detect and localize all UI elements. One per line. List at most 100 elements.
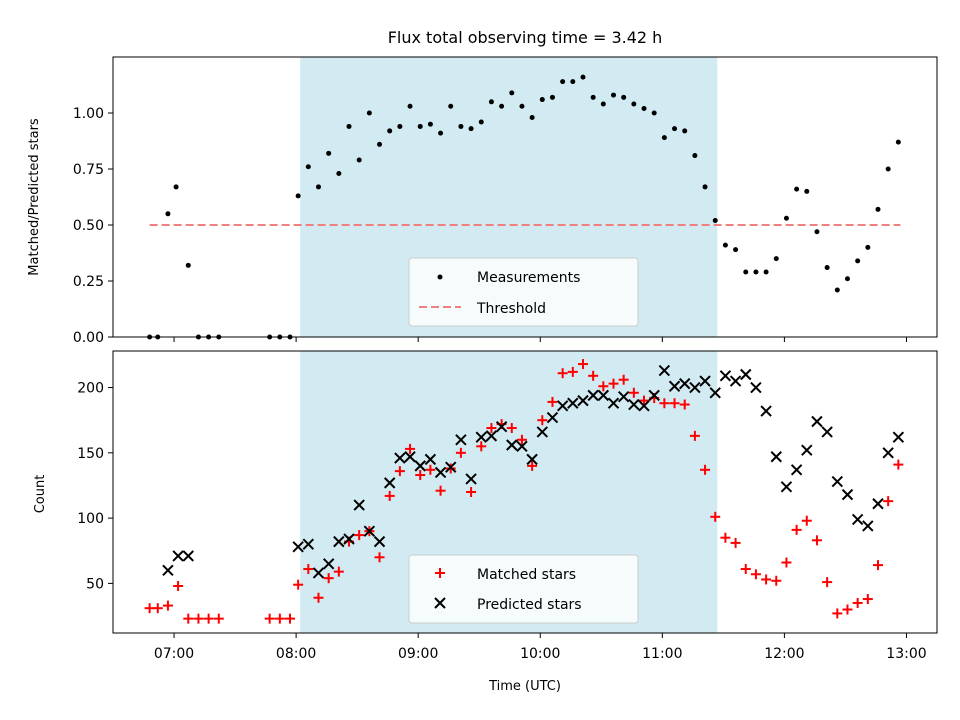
measurement-point xyxy=(794,186,800,192)
predicted-star-point xyxy=(322,558,335,570)
predicted-star-point xyxy=(526,453,538,466)
measurement-point xyxy=(814,229,820,235)
matched-stars-points xyxy=(144,359,904,624)
predicted-star-point xyxy=(434,466,447,479)
matched-star-point xyxy=(608,378,619,389)
legend-predicted-label: Predicted stars xyxy=(477,597,582,613)
measurement-point xyxy=(672,126,678,132)
matched-star-point xyxy=(285,613,296,624)
measurement-point xyxy=(895,139,901,145)
legend-measurements-marker xyxy=(437,274,443,280)
predicted-star-point xyxy=(162,564,174,577)
bottom-axes-frame xyxy=(112,350,938,634)
measurement-point xyxy=(834,287,840,293)
matched-star-point xyxy=(466,487,477,497)
matched-star-point xyxy=(842,604,853,615)
matched-star-point xyxy=(537,415,548,426)
predicted-star-point xyxy=(801,444,813,456)
matched-star-point xyxy=(872,560,883,571)
matched-star-point xyxy=(618,374,629,385)
measurement-point xyxy=(519,103,525,109)
matched-star-point xyxy=(486,423,497,434)
predicted-star-point xyxy=(597,389,610,402)
predicted-star-point xyxy=(882,447,894,459)
predicted-star-point xyxy=(172,550,184,562)
predicted-star-point xyxy=(872,498,884,510)
x-tick-label: 13:00 xyxy=(886,646,926,662)
measurement-point xyxy=(621,94,627,100)
measurement-point xyxy=(488,99,494,105)
predicted-star-point xyxy=(536,426,549,438)
measurement-point xyxy=(773,256,779,262)
predicted-star-point xyxy=(424,453,437,466)
matched-star-point xyxy=(313,592,324,603)
matched-star-point xyxy=(588,370,599,381)
matched-star-point xyxy=(293,579,304,590)
top-panel: Flux total observing time = 3.42 h 0.000… xyxy=(27,28,938,346)
measurement-point xyxy=(651,110,657,116)
measurement-point xyxy=(763,269,769,275)
matched-star-point xyxy=(333,566,344,577)
measurement-point xyxy=(590,94,596,100)
matched-star-point xyxy=(750,569,761,580)
top-y-tick-label: 0.25 xyxy=(73,274,104,290)
top-y-tick-label: 1.00 xyxy=(73,106,104,122)
matched-star-point xyxy=(730,537,741,548)
predicted-star-point xyxy=(373,535,386,548)
matched-star-point xyxy=(577,359,588,370)
legend-measurements-label: Measurements xyxy=(477,270,580,286)
predicted-star-point xyxy=(658,364,671,377)
matched-star-point xyxy=(405,443,416,454)
matched-star-point xyxy=(476,441,487,452)
measurement-point xyxy=(366,110,372,116)
measurement-point xyxy=(509,90,515,96)
matched-star-point xyxy=(679,399,690,410)
top-axes-frame xyxy=(112,56,938,338)
measurement-point xyxy=(875,206,881,212)
predicted-star-point xyxy=(790,464,803,476)
measurement-point xyxy=(611,92,617,98)
measurement-point xyxy=(539,97,545,103)
matched-star-point xyxy=(394,466,405,477)
matched-star-point xyxy=(771,575,782,586)
predicted-star-point xyxy=(729,375,742,387)
predicted-star-point xyxy=(383,477,396,489)
matched-star-point xyxy=(659,398,670,409)
matched-star-point xyxy=(354,530,365,541)
matched-star-point xyxy=(740,564,751,575)
measurement-point xyxy=(438,130,444,136)
measurement-point xyxy=(173,184,179,190)
measurement-point xyxy=(499,103,505,109)
measurement-point xyxy=(824,265,830,271)
measurement-point xyxy=(346,123,352,129)
measurement-point xyxy=(641,106,647,112)
measurement-point xyxy=(722,242,728,248)
x-tick-label: 11:00 xyxy=(642,646,682,662)
x-axis-label: Time (UTC) xyxy=(488,679,561,694)
bottom-panel: 50 100 150 200 07:00 08:00 09:00 10:00 11:00 12:… xyxy=(33,350,938,694)
measurement-point xyxy=(165,211,171,217)
matched-star-point xyxy=(303,564,314,575)
matched-star-point xyxy=(506,423,517,434)
top-x-ticks xyxy=(173,337,907,342)
predicted-star-point xyxy=(760,405,772,417)
top-y-axis: 0.00 0.25 0.50 0.75 1.00 xyxy=(73,106,113,346)
legend-matched-marker xyxy=(435,568,445,578)
predicted-star-point xyxy=(414,460,426,472)
matched-star-point xyxy=(893,459,904,470)
predicted-star-point xyxy=(404,451,416,463)
measurement-point xyxy=(448,103,454,109)
matched-star-point xyxy=(152,603,163,614)
measurement-point xyxy=(417,123,423,129)
predicted-star-point xyxy=(811,415,823,428)
predicted-star-point xyxy=(862,520,874,532)
measurement-point xyxy=(682,128,688,134)
top-y-tick-label: 0.75 xyxy=(73,162,104,178)
matched-star-point xyxy=(710,511,721,522)
measurement-point xyxy=(468,126,474,132)
matched-star-point xyxy=(628,387,639,398)
matched-star-point xyxy=(193,613,204,624)
bottom-legend-box xyxy=(408,554,639,624)
matched-star-point xyxy=(323,573,334,584)
x-tick-label: 08:00 xyxy=(276,646,316,662)
